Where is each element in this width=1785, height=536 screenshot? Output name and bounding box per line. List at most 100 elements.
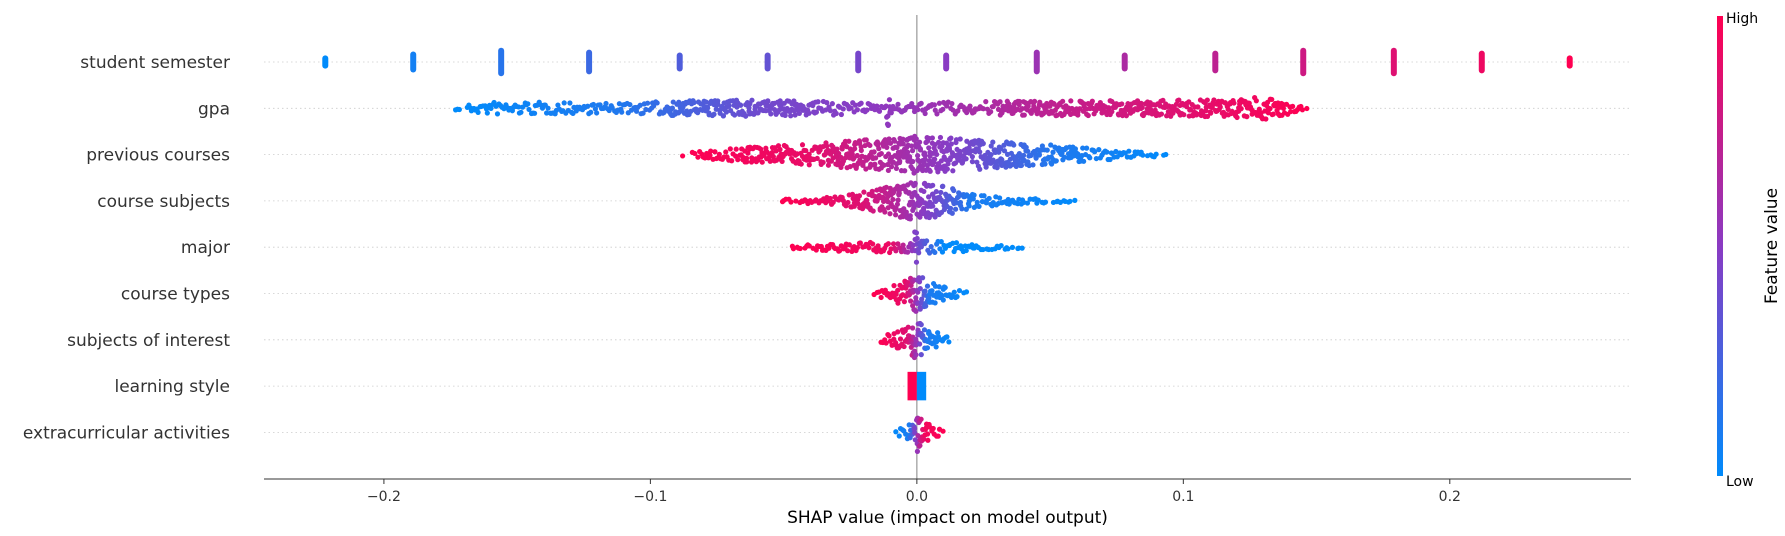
data-point	[815, 99, 821, 105]
data-point	[895, 241, 901, 247]
data-point	[588, 109, 594, 115]
data-point	[488, 105, 494, 112]
data-point	[836, 150, 842, 157]
data-point	[1211, 97, 1217, 103]
data-point	[949, 101, 955, 107]
data-point	[1163, 151, 1169, 158]
data-point	[726, 103, 732, 109]
data-point	[913, 136, 919, 142]
data-point	[746, 105, 752, 111]
data-point	[900, 141, 906, 147]
data-point	[707, 152, 713, 159]
data-point	[1024, 200, 1031, 206]
feature-label: course subjects	[97, 192, 230, 212]
data-point	[938, 189, 944, 196]
data-point	[796, 110, 802, 117]
feature-label: major	[181, 238, 230, 258]
data-point	[1050, 149, 1056, 155]
data-point	[1042, 199, 1049, 205]
data-point	[1203, 108, 1209, 114]
data-point	[885, 241, 891, 247]
data-point	[864, 107, 870, 113]
feature-label: extracurricular activities	[23, 423, 230, 443]
data-point	[917, 214, 923, 220]
data-point	[926, 194, 932, 200]
data-point	[886, 136, 892, 142]
data-point	[915, 107, 921, 113]
data-point	[921, 188, 927, 195]
x-axis-ticks: −0.2 −0.1 0.0 0.1 0.2	[367, 479, 1461, 505]
data-point	[544, 110, 550, 116]
data-point	[893, 212, 899, 218]
data-point	[901, 299, 907, 305]
data-point	[779, 158, 785, 164]
data-point	[963, 156, 969, 162]
x-tick-label: −0.1	[633, 489, 667, 505]
data-point	[857, 240, 863, 246]
data-point	[944, 334, 950, 340]
data-point	[603, 100, 609, 107]
data-point	[895, 197, 901, 203]
data-point	[1032, 98, 1038, 105]
data-point	[1222, 100, 1228, 106]
data-point	[937, 134, 944, 141]
data-point	[963, 289, 970, 295]
data-point	[896, 192, 902, 198]
data-point	[845, 199, 851, 206]
data-point	[846, 138, 852, 144]
data-point	[990, 103, 996, 110]
data-point	[902, 168, 908, 174]
data-point	[932, 249, 938, 256]
data-point	[905, 249, 911, 255]
data-point	[909, 148, 916, 154]
data-point	[525, 101, 531, 107]
data-point	[918, 352, 924, 358]
data-point	[938, 292, 944, 298]
data-point	[943, 157, 949, 163]
data-point	[1225, 106, 1231, 112]
data-point	[980, 141, 986, 147]
data-point	[669, 105, 676, 111]
data-point	[644, 100, 651, 106]
data-point	[894, 201, 901, 207]
data-point	[1217, 104, 1223, 110]
data-point	[723, 109, 730, 115]
data-point	[934, 339, 940, 345]
data-point	[1114, 154, 1120, 160]
data-point	[932, 300, 938, 306]
data-point	[777, 146, 783, 153]
data-point	[930, 182, 936, 188]
data-point	[990, 139, 996, 145]
data-point	[963, 247, 969, 254]
data-point	[1089, 98, 1095, 104]
data-point	[830, 199, 836, 205]
data-point	[848, 149, 855, 156]
data-point	[882, 209, 888, 215]
data-point	[894, 144, 900, 151]
data-point	[897, 336, 904, 342]
data-point	[854, 152, 860, 159]
data-point	[592, 106, 598, 112]
data-point	[955, 108, 961, 114]
data-point	[956, 287, 963, 294]
data-point	[893, 429, 899, 435]
data-point	[867, 142, 873, 149]
point-cluster	[1390, 47, 1397, 77]
data-point	[1016, 150, 1022, 157]
data-point	[827, 195, 833, 202]
data-point	[925, 295, 931, 301]
data-point	[825, 162, 832, 168]
x-axis-title: SHAP value (impact on model output)	[787, 508, 1108, 528]
data-point	[1193, 112, 1200, 118]
x-tick-label: 0.0	[906, 489, 928, 505]
data-point	[858, 100, 864, 106]
data-point	[1044, 147, 1050, 153]
data-point	[1061, 154, 1067, 160]
data-point	[915, 432, 921, 439]
data-point	[633, 108, 640, 114]
data-point	[983, 99, 989, 105]
data-point	[840, 106, 846, 112]
data-point	[986, 195, 992, 202]
point-cluster	[1300, 47, 1307, 77]
data-point	[1025, 148, 1031, 154]
